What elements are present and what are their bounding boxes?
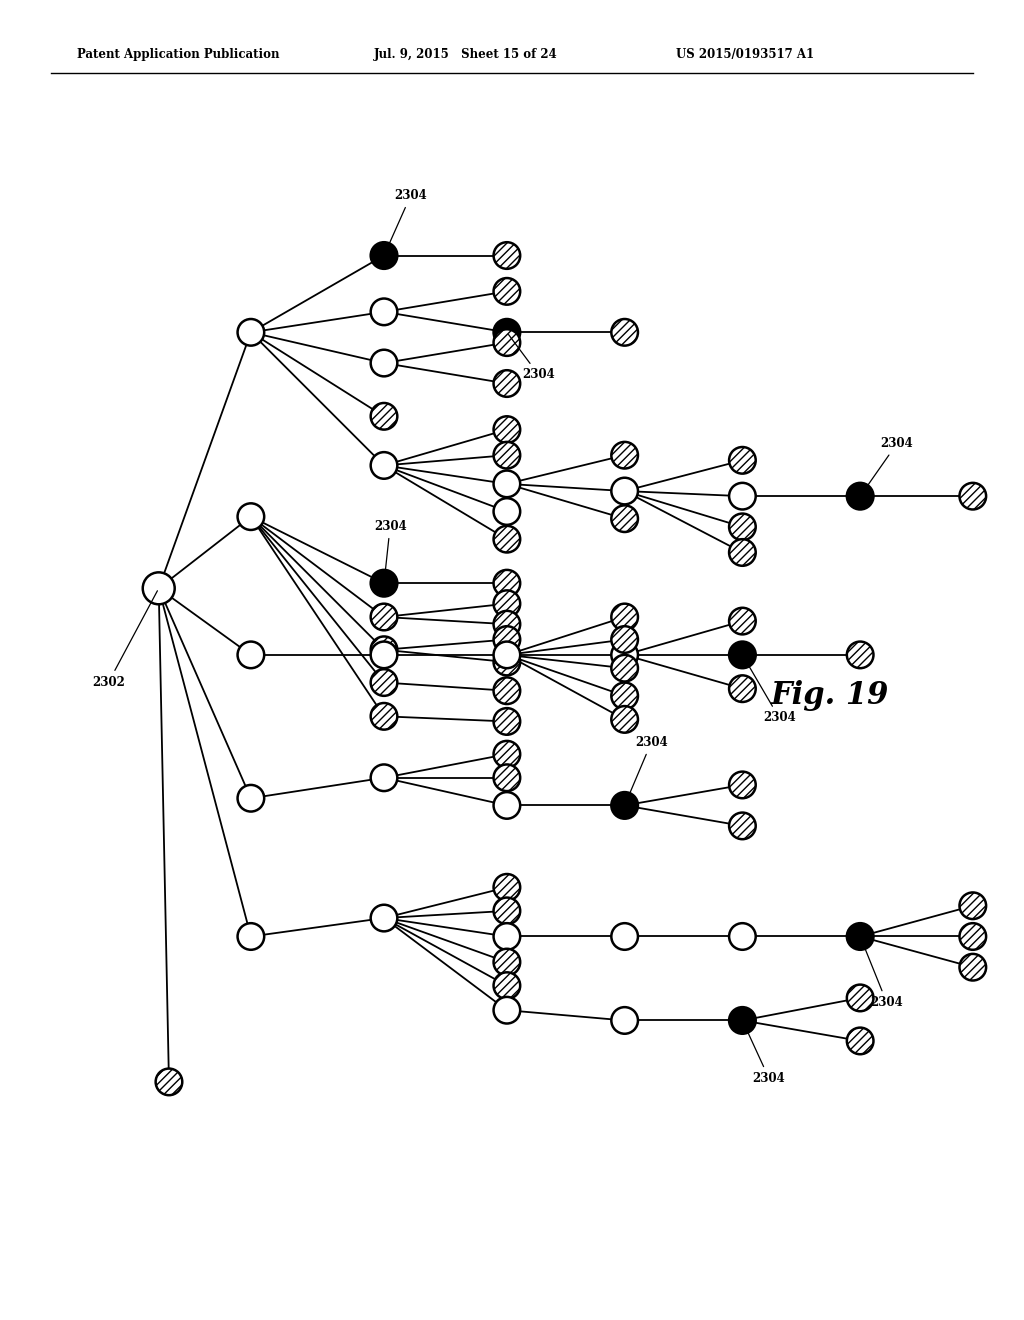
- Circle shape: [611, 792, 638, 818]
- Circle shape: [494, 973, 520, 999]
- Circle shape: [729, 483, 756, 510]
- Text: US 2015/0193517 A1: US 2015/0193517 A1: [676, 48, 814, 61]
- Circle shape: [142, 573, 175, 605]
- Circle shape: [371, 298, 397, 325]
- Circle shape: [371, 242, 397, 269]
- Circle shape: [611, 923, 638, 950]
- Circle shape: [371, 350, 397, 376]
- Circle shape: [371, 403, 397, 429]
- Circle shape: [611, 706, 638, 733]
- Circle shape: [959, 954, 986, 981]
- Circle shape: [494, 741, 520, 767]
- Circle shape: [729, 1007, 756, 1034]
- Circle shape: [238, 785, 264, 812]
- Text: Jul. 9, 2015   Sheet 15 of 24: Jul. 9, 2015 Sheet 15 of 24: [374, 48, 557, 61]
- Circle shape: [494, 370, 520, 397]
- Circle shape: [611, 626, 638, 653]
- Circle shape: [494, 570, 520, 597]
- Circle shape: [729, 539, 756, 566]
- Circle shape: [494, 442, 520, 469]
- Circle shape: [729, 772, 756, 799]
- Text: 2304: 2304: [374, 520, 407, 581]
- Circle shape: [494, 648, 520, 676]
- Circle shape: [494, 319, 520, 346]
- Circle shape: [371, 453, 397, 479]
- Circle shape: [494, 642, 520, 668]
- Circle shape: [371, 636, 397, 663]
- Circle shape: [494, 997, 520, 1023]
- Circle shape: [611, 506, 638, 532]
- Circle shape: [494, 764, 520, 791]
- Circle shape: [371, 669, 397, 696]
- Circle shape: [959, 923, 986, 950]
- Circle shape: [494, 416, 520, 444]
- Circle shape: [729, 607, 756, 635]
- Text: 2302: 2302: [92, 591, 158, 689]
- Circle shape: [611, 1007, 638, 1034]
- Circle shape: [729, 813, 756, 840]
- Circle shape: [238, 503, 264, 529]
- Circle shape: [611, 442, 638, 469]
- Circle shape: [494, 470, 520, 498]
- Circle shape: [847, 642, 873, 668]
- Circle shape: [494, 949, 520, 975]
- Circle shape: [494, 626, 520, 653]
- Circle shape: [847, 985, 873, 1011]
- Circle shape: [611, 682, 638, 709]
- Text: 2304: 2304: [743, 657, 796, 725]
- Text: 2304: 2304: [509, 334, 555, 381]
- Circle shape: [611, 642, 638, 668]
- Circle shape: [371, 704, 397, 730]
- Text: 2304: 2304: [626, 737, 668, 803]
- Circle shape: [371, 603, 397, 631]
- Circle shape: [238, 319, 264, 346]
- Circle shape: [494, 708, 520, 735]
- Circle shape: [611, 603, 638, 631]
- Circle shape: [494, 279, 520, 305]
- Circle shape: [371, 642, 397, 668]
- Circle shape: [494, 498, 520, 525]
- Text: Fig. 19: Fig. 19: [770, 680, 889, 711]
- Circle shape: [494, 874, 520, 900]
- Text: 2304: 2304: [861, 939, 903, 1008]
- Circle shape: [156, 1069, 182, 1096]
- Circle shape: [729, 447, 756, 474]
- Circle shape: [611, 319, 638, 346]
- Circle shape: [238, 923, 264, 950]
- Circle shape: [847, 483, 873, 510]
- Circle shape: [494, 923, 520, 950]
- Circle shape: [959, 483, 986, 510]
- Circle shape: [494, 329, 520, 356]
- Circle shape: [729, 513, 756, 540]
- Circle shape: [371, 764, 397, 791]
- Circle shape: [611, 655, 638, 681]
- Circle shape: [494, 611, 520, 638]
- Text: Patent Application Publication: Patent Application Publication: [77, 48, 280, 61]
- Text: 2304: 2304: [743, 1023, 785, 1085]
- Circle shape: [494, 792, 520, 818]
- Circle shape: [238, 642, 264, 668]
- Circle shape: [847, 923, 873, 950]
- Circle shape: [611, 478, 638, 504]
- Circle shape: [494, 898, 520, 924]
- Circle shape: [729, 642, 756, 668]
- Circle shape: [494, 590, 520, 616]
- Circle shape: [371, 904, 397, 932]
- Circle shape: [494, 242, 520, 269]
- Circle shape: [729, 676, 756, 702]
- Circle shape: [959, 892, 986, 919]
- Circle shape: [371, 570, 397, 597]
- Circle shape: [494, 677, 520, 704]
- Circle shape: [494, 525, 520, 553]
- Text: 2304: 2304: [862, 437, 913, 494]
- Circle shape: [729, 923, 756, 950]
- Text: 2304: 2304: [385, 189, 427, 253]
- Circle shape: [847, 1027, 873, 1055]
